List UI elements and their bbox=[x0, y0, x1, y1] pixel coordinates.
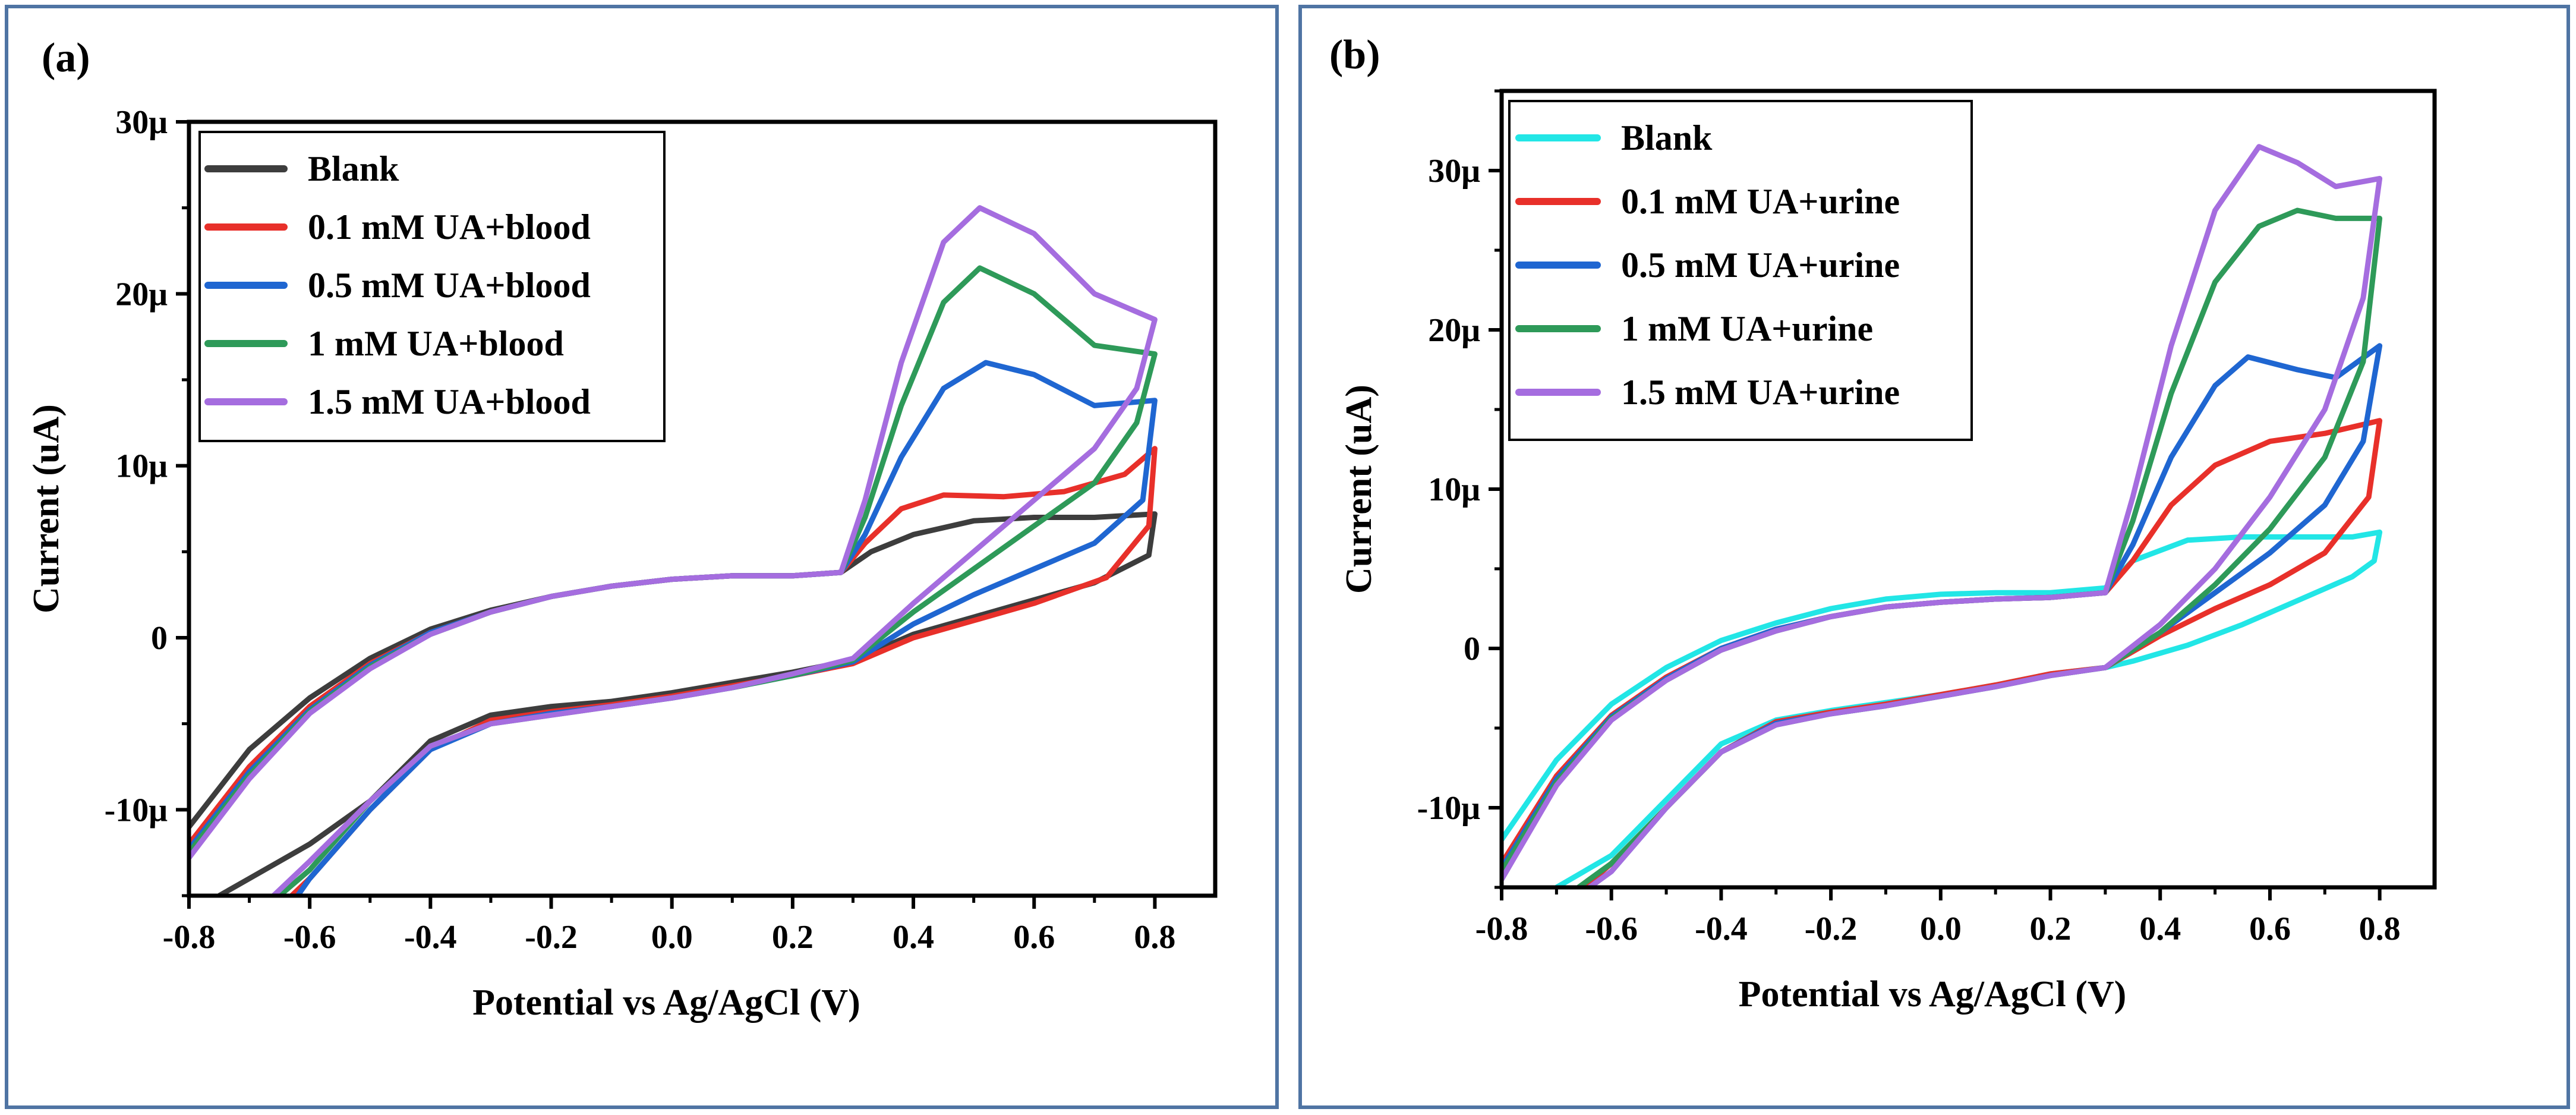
x-tick-label-6: 0.4 bbox=[2139, 911, 2181, 947]
y-tick-label-3: 20μ bbox=[115, 276, 168, 313]
series-line-4 bbox=[189, 205, 1158, 896]
x-tick-label-3: -0.2 bbox=[1805, 911, 1858, 947]
legend-label-1: 0.1 mM UA+blood bbox=[308, 207, 591, 247]
y-tick-label-3: 20μ bbox=[1428, 312, 1480, 349]
legend-label-4: 1.5 mM UA+urine bbox=[1621, 373, 1900, 412]
panel-label: (b) bbox=[1329, 32, 1380, 78]
x-tick-label-2: -0.4 bbox=[1695, 911, 1748, 947]
series-line-0 bbox=[1502, 529, 2383, 887]
legend-label-3: 1 mM UA+urine bbox=[1621, 309, 1873, 348]
y-tick-label-4: 30μ bbox=[1428, 153, 1480, 190]
y-axis-title: Current (uA) bbox=[26, 404, 67, 613]
x-tick-label-1: -0.6 bbox=[283, 919, 336, 956]
x-axis-title: Potential vs Ag/AgCl (V) bbox=[1739, 974, 2127, 1015]
y-tick-label-1: 0 bbox=[1464, 631, 1480, 667]
legend-label-1: 0.1 mM UA+urine bbox=[1621, 182, 1900, 221]
series-line-4 bbox=[1502, 144, 2383, 887]
x-tick-label-2: -0.4 bbox=[404, 919, 457, 956]
x-tick-label-7: 0.6 bbox=[2249, 911, 2291, 947]
y-tick-label-0: -10μ bbox=[105, 792, 168, 829]
x-tick-label-4: 0.0 bbox=[1920, 911, 1962, 947]
x-tick-label-0: -0.8 bbox=[163, 919, 216, 956]
series-group bbox=[189, 205, 1158, 896]
y-axis-title: Current (uA) bbox=[1339, 385, 1379, 594]
x-tick-label-3: -0.2 bbox=[525, 919, 578, 956]
x-tick-label-5: 0.2 bbox=[2030, 911, 2071, 947]
legend-label-0: Blank bbox=[1621, 118, 1713, 158]
x-tick-label-8: 0.8 bbox=[2359, 911, 2401, 947]
x-tick-label-6: 0.4 bbox=[893, 919, 934, 956]
legend-label-2: 0.5 mM UA+blood bbox=[308, 266, 591, 305]
x-tick-label-5: 0.2 bbox=[772, 919, 814, 956]
x-tick-label-7: 0.6 bbox=[1013, 919, 1055, 956]
series-line-1 bbox=[1502, 418, 2383, 887]
y-tick-label-2: 10μ bbox=[115, 448, 168, 485]
legend-label-3: 1 mM UA+blood bbox=[308, 324, 564, 363]
y-tick-label-1: 0 bbox=[151, 620, 168, 657]
x-tick-label-4: 0.0 bbox=[651, 919, 693, 956]
x-tick-label-1: -0.6 bbox=[1585, 911, 1638, 947]
legend-label-4: 1.5 mM UA+blood bbox=[308, 382, 591, 421]
x-axis-title: Potential vs Ag/AgCl (V) bbox=[472, 982, 860, 1023]
y-tick-label-0: -10μ bbox=[1417, 790, 1481, 827]
panel-label: (a) bbox=[42, 35, 90, 81]
y-tick-label-2: 10μ bbox=[1428, 471, 1480, 508]
x-tick-label-0: -0.8 bbox=[1475, 911, 1528, 947]
series-group bbox=[1502, 144, 2383, 887]
legend-label-0: Blank bbox=[308, 149, 399, 188]
legend-box bbox=[1508, 100, 1973, 441]
legend-label-2: 0.5 mM UA+urine bbox=[1621, 245, 1900, 285]
plot-frame bbox=[187, 119, 1218, 898]
series-line-2 bbox=[189, 360, 1158, 896]
x-tick-label-8: 0.8 bbox=[1134, 919, 1175, 956]
y-tick-label-4: 30μ bbox=[115, 104, 168, 141]
